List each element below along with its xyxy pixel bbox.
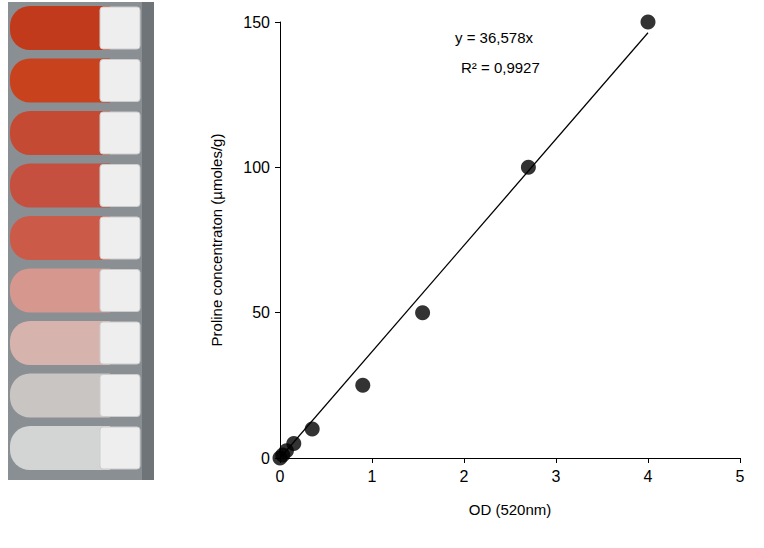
svg-text:R² = 0,9927: R² = 0,9927 xyxy=(461,59,540,76)
svg-text:3: 3 xyxy=(552,468,561,485)
svg-text:OD (520nm): OD (520nm) xyxy=(469,501,552,518)
svg-text:4: 4 xyxy=(644,468,653,485)
svg-text:1: 1 xyxy=(368,468,377,485)
svg-text:Proline concentraton (µmoles/g: Proline concentraton (µmoles/g) xyxy=(208,134,225,347)
svg-text:y = 36,578x: y = 36,578x xyxy=(455,29,533,46)
svg-text:0: 0 xyxy=(261,450,270,467)
svg-text:150: 150 xyxy=(243,14,270,31)
svg-text:100: 100 xyxy=(243,159,270,176)
svg-text:0: 0 xyxy=(276,468,285,485)
svg-text:50: 50 xyxy=(252,304,270,321)
svg-text:5: 5 xyxy=(736,468,745,485)
svg-text:2: 2 xyxy=(460,468,469,485)
